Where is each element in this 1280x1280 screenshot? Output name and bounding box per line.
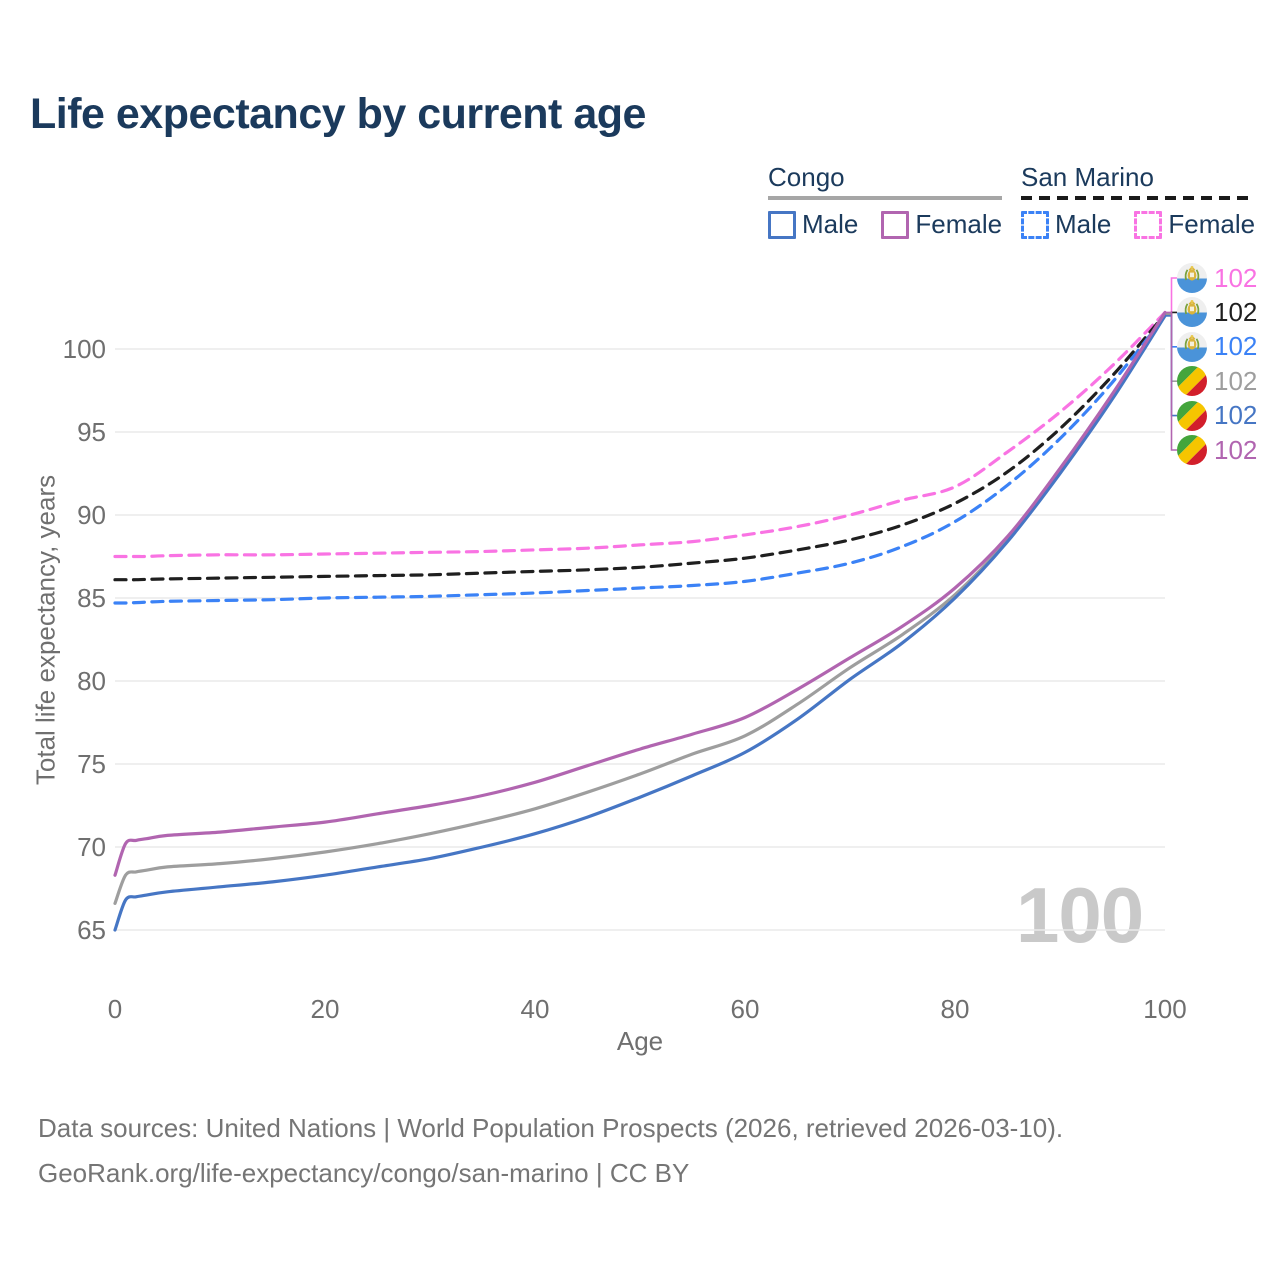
legend-linestyle-sample-solid [768, 196, 1003, 200]
legend-country-label: San Marino [1021, 162, 1154, 192]
footer-data-sources: Data sources: United Nations | World Pop… [38, 1113, 1064, 1143]
end-label-row: 102 [1177, 399, 1257, 433]
series-line-congo-both-sexes[interactable] [113, 312, 1167, 905]
legend-item-label: Male [802, 209, 859, 239]
y-tick-label: 65 [77, 915, 106, 945]
x-tick-label: 0 [108, 994, 122, 1024]
end-value-label: 102 [1214, 434, 1258, 465]
end-label-row: 102 [1177, 295, 1257, 329]
series-line-congo-male[interactable] [113, 314, 1167, 932]
y-tick-label: 75 [77, 749, 106, 779]
legend-item-label: Male [1055, 209, 1112, 239]
legend-linestyle-sample-dashed [1021, 196, 1256, 200]
footer: Data sources: United Nations | World Pop… [38, 1106, 1063, 1196]
end-value-label: 102 [1214, 365, 1258, 396]
san-marino-flag-icon [1177, 297, 1207, 327]
y-tick-label: 90 [77, 500, 106, 530]
legend-checkbox[interactable] [1134, 210, 1163, 239]
legend-item-congo-female[interactable]: Female [881, 209, 1002, 240]
series-line-san-marino-male[interactable] [113, 314, 1167, 605]
legend-item-label: Female [1168, 209, 1256, 239]
legend-item-san-marino-female[interactable]: Female [1134, 209, 1255, 240]
legend-item-congo-male[interactable]: Male [768, 209, 858, 240]
x-tick-label: 40 [521, 994, 550, 1024]
san-marino-flag-icon [1177, 263, 1207, 293]
congo-flag-icon [1177, 366, 1207, 396]
end-value-label: 102 [1214, 262, 1258, 293]
legend-item-label: Female [915, 209, 1003, 239]
x-tick-label: 100 [1143, 994, 1186, 1024]
age-watermark: 100 [1016, 871, 1144, 959]
end-label-row: 102 [1177, 364, 1257, 398]
x-tick-label: 20 [311, 994, 340, 1024]
x-tick-label: 80 [941, 994, 970, 1024]
end-label-row: 102 [1177, 261, 1257, 295]
footer-attribution: GeoRank.org/life-expectancy/congo/san-ma… [38, 1158, 690, 1188]
leader-line [1166, 311, 1177, 451]
end-value-label: 102 [1214, 331, 1258, 362]
series-line-san-marino-female[interactable] [113, 310, 1167, 559]
y-axis-title: Total life expectancy, years [30, 474, 61, 786]
x-axis-title: Age [616, 1026, 664, 1056]
legend-country-label: Congo [768, 162, 845, 192]
series-line-san-marino-both-sexes[interactable] [113, 312, 1167, 582]
y-tick-label: 100 [63, 334, 106, 364]
congo-flag-icon [1177, 435, 1207, 465]
page-title: Life expectancy by current age [30, 90, 646, 138]
legend-checkbox[interactable] [881, 210, 910, 239]
legend-group-congo: Congo Male Female [768, 162, 1003, 240]
y-tick-label: 85 [77, 583, 106, 613]
end-label-row: 102 [1177, 433, 1257, 467]
end-label-row: 102 [1177, 330, 1257, 364]
y-tick-label: 70 [77, 832, 106, 862]
legend-checkbox[interactable] [1021, 210, 1049, 239]
y-tick-label: 95 [77, 417, 106, 447]
legend-group-san-marino: San Marino Male Female [1021, 162, 1256, 240]
leader-line [1166, 277, 1177, 314]
legend-checkbox[interactable] [768, 210, 796, 239]
legend-item-san-marino-male[interactable]: Male [1021, 209, 1111, 240]
end-value-label: 102 [1214, 296, 1258, 327]
x-tick-label: 60 [731, 994, 760, 1024]
congo-flag-icon [1177, 401, 1207, 431]
san-marino-flag-icon [1177, 332, 1207, 362]
y-tick-label: 80 [77, 666, 106, 696]
end-value-label: 102 [1214, 400, 1258, 431]
series-line-congo-female[interactable] [113, 310, 1167, 877]
